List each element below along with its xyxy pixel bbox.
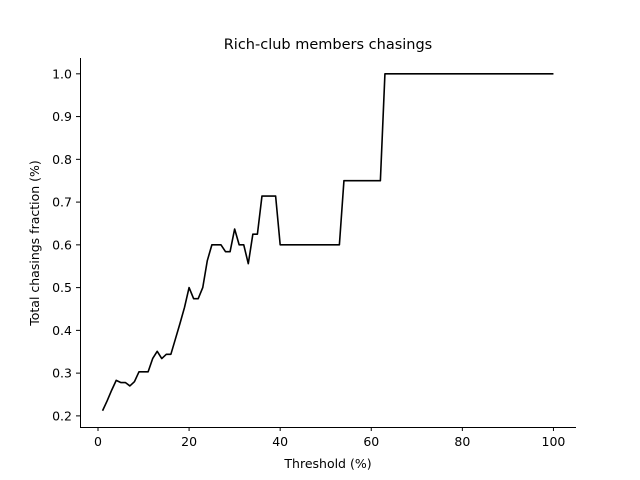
y-tick-label: 0.4 <box>52 323 72 338</box>
x-tick-label: 40 <box>272 434 288 449</box>
y-tick-label: 0.2 <box>52 408 72 423</box>
x-tick-label: 20 <box>181 434 197 449</box>
series-line <box>101 73 554 412</box>
x-axis-ticks: 0 20 40 60 80 100 <box>94 427 565 449</box>
y-axis-ticks: 0.2 0.3 0.4 0.5 0.6 0.7 0.8 0.9 1.0 <box>52 66 80 423</box>
y-tick-label: 0.7 <box>52 195 72 210</box>
y-tick-label: 0.3 <box>52 366 72 381</box>
chart-title: Rich-club members chasings <box>224 37 433 53</box>
x-tick-label: 100 <box>542 434 566 449</box>
y-axis-label: Total chasings fraction (%) <box>27 160 42 327</box>
x-tick-label: 60 <box>363 434 379 449</box>
y-tick-label: 1.0 <box>52 66 72 81</box>
y-tick-label: 0.8 <box>52 152 72 167</box>
y-tick-label: 0.6 <box>52 237 72 252</box>
x-tick-label: 0 <box>94 434 102 449</box>
y-tick-label: 0.9 <box>52 109 72 124</box>
x-tick-label: 80 <box>454 434 470 449</box>
y-tick-label: 0.5 <box>52 280 72 295</box>
x-axis-label: Threshold (%) <box>283 456 371 471</box>
